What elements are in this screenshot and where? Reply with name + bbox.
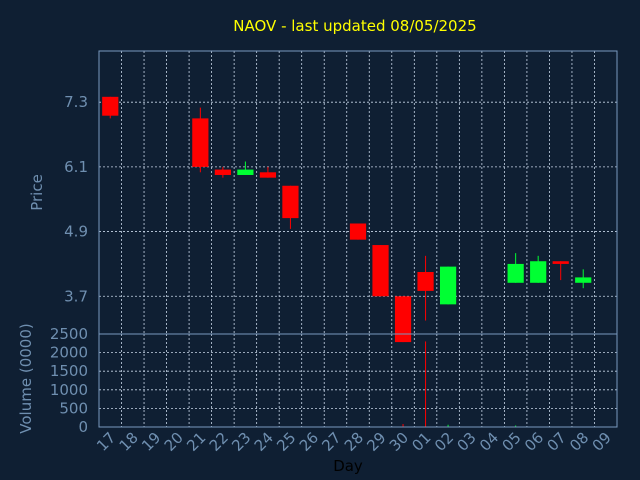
candle-body	[575, 277, 592, 283]
candle-body	[259, 172, 277, 178]
volume-tick-label: 0	[78, 418, 88, 436]
chart-title: NAOV - last updated 08/05/2025	[233, 17, 476, 35]
price-tick-label: 7.3	[64, 93, 88, 111]
candle-body	[394, 296, 412, 343]
candle-body	[192, 118, 209, 167]
volume-tick-label: 1000	[50, 381, 88, 399]
candle-body	[237, 169, 254, 175]
volume-axis-label: Volume (0000)	[17, 323, 35, 433]
price-tick-label: 3.7	[64, 287, 88, 305]
candle-body	[417, 272, 434, 291]
price-tick-label: 4.9	[64, 223, 88, 241]
candle-body	[102, 96, 119, 116]
price-tick-label: 6.1	[64, 158, 88, 176]
candle-body	[214, 169, 231, 175]
volume-tick-label: 2500	[50, 325, 88, 343]
price-candles	[102, 96, 592, 343]
candle-body	[372, 245, 389, 297]
price-y-axis: 3.7 4.9 6.1 7.3	[64, 93, 88, 305]
candle-body	[349, 223, 367, 240]
candle-body	[439, 266, 457, 305]
price-axis-label: Price	[28, 174, 46, 211]
volume-grid	[99, 333, 617, 427]
candle-body	[530, 261, 547, 283]
candle-body	[507, 263, 524, 283]
volume-tick-label: 1500	[50, 362, 88, 380]
volume-tick-label: 500	[59, 399, 88, 417]
x-axis-label: Day	[333, 457, 363, 475]
x-axis: 1718192021222324252627282930010203040506…	[93, 429, 615, 455]
volume-tick-label: 2000	[50, 344, 88, 362]
volume-panel-frame	[98, 333, 618, 428]
candle-body	[282, 185, 299, 219]
candle-body	[552, 261, 569, 264]
price-grid	[99, 51, 617, 334]
